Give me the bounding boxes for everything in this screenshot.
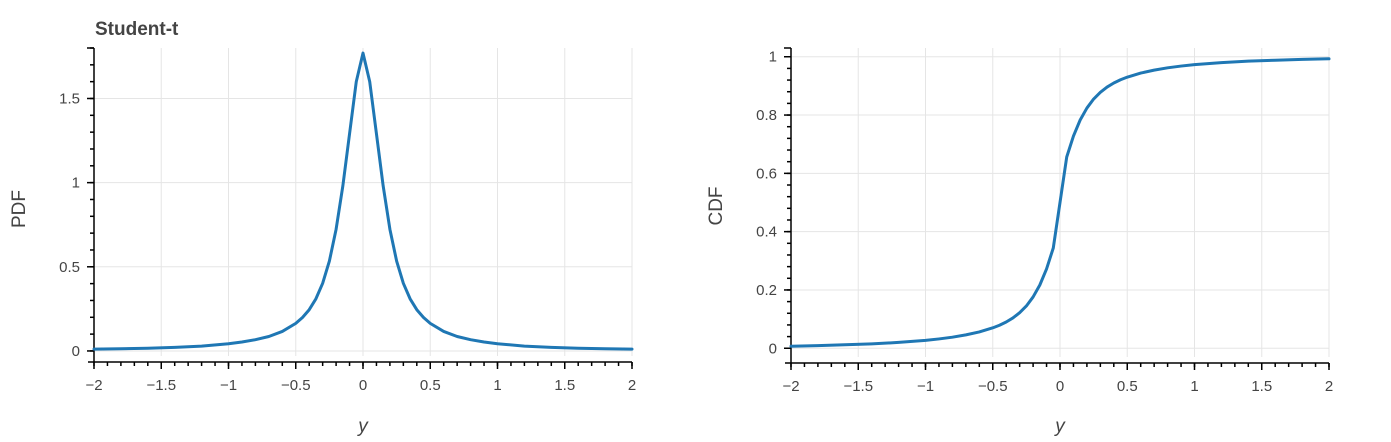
x-tick-label: −0.5 [281,377,311,394]
x-tick-label: 0 [1056,378,1064,395]
y-tick-label: 1 [769,49,777,66]
y-tick-label: 0 [769,340,777,357]
x-tick-label: 2 [628,377,636,394]
axes [785,48,1329,364]
x-tick-label: −0.5 [978,378,1008,395]
tick-labels: −2 −1.5 −1 −0.5 0 0.5 1 1.5 2 0 0.5 1 1.5 [59,90,636,394]
x-axis-label: y [356,416,369,437]
x-tick-label: 1 [1190,378,1198,395]
x-tick-label: 1.5 [554,377,575,394]
series-line [789,57,1331,348]
y-tick-label: 0 [72,343,80,360]
x-axis-label: y [1053,416,1066,437]
y-tick-label: 1 [72,175,80,192]
x-tick-label: 0.5 [420,377,441,394]
x-tick-label: −1 [220,377,237,394]
x-tick-label: 1.5 [1251,378,1272,395]
pdf-chart: Student-t −2 −1.5 −1 −0.5 0 0.5 1 1.5 200.511.5 … [9,19,636,437]
x-tick-label: 1 [493,377,501,394]
series-line [92,51,634,351]
y-axis-label: CDF [706,186,727,225]
chart-title: Student-t [95,19,179,40]
x-tick-label: −2 [85,377,102,394]
y-tick-label: 1.5 [59,90,80,107]
y-tick-label: 0.8 [756,107,777,124]
x-tick-label: 2 [1325,378,1333,395]
x-tick-label: 0.5 [1117,378,1138,395]
series [92,51,634,351]
x-tick-label: −2 [782,378,799,395]
tick-labels: −2 −1.5 −1 −0.5 0 0.5 1 1.5 2 0 0.2 0.4 0.6 0.8 1 [756,49,1333,395]
y-tick-label: 0.4 [756,224,777,241]
y-tick-label: 0.6 [756,165,777,182]
x-tick-label: 0 [359,377,367,394]
series [789,57,1331,348]
ticks [87,47,633,369]
cdf-chart: −2 −1.5 −1 −0.5 0 0.5 1 1.5 2 0 0.2 0.4 0.6 0.8 1 y CD… [706,47,1333,437]
x-tick-label: −1 [917,378,934,395]
y-tick-label: 0.2 [756,282,777,299]
x-tick-label: −1.5 [146,377,176,394]
y-axis-label: PDF [9,190,30,228]
grid [93,48,633,356]
x-tick-label: −1.5 [843,378,873,395]
y-tick-label: 0.5 [59,259,80,276]
ticks [784,47,1330,370]
axes [88,48,632,363]
